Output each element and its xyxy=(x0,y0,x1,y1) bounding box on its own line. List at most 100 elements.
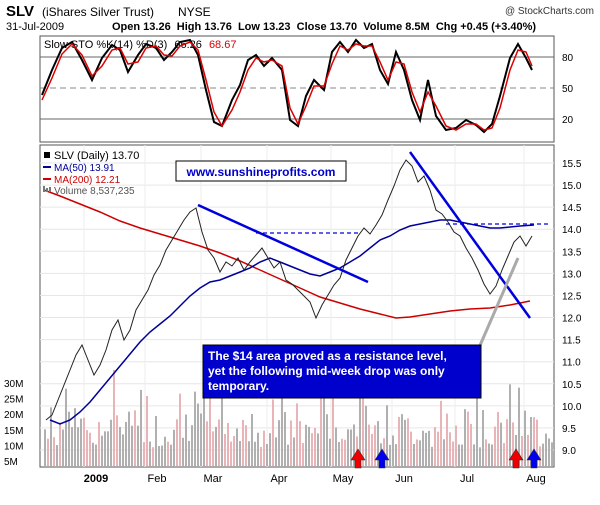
volume-bar xyxy=(56,445,58,466)
volume-bar xyxy=(155,415,157,466)
annotation-line: temporary. xyxy=(208,379,269,393)
volume-bar xyxy=(551,442,553,466)
volume-bar xyxy=(332,390,334,466)
volume-bar xyxy=(134,410,136,466)
price-panel: 15.5 15.0 14.5 14.0 13.5 13.0 12.5 12.0 11.5 11.0… xyxy=(4,144,582,485)
volume-bar xyxy=(110,419,112,466)
volume-bar xyxy=(473,444,475,466)
annotation-line: The $14 area proved as a resistance leve… xyxy=(208,349,447,363)
volume-bar xyxy=(512,422,514,466)
ma200-line xyxy=(43,189,531,319)
volume-bar xyxy=(176,419,178,466)
month-label: Aug xyxy=(526,473,546,485)
volume-bar xyxy=(113,369,115,466)
volume-bar xyxy=(374,425,376,466)
volume-bar xyxy=(197,403,199,466)
legend-slv: SLV (Daily) 13.70 xyxy=(54,150,139,162)
volume-bar xyxy=(104,431,106,466)
stoch-d-value: 68.67 xyxy=(209,39,237,51)
bars-icon xyxy=(49,187,51,192)
volume-bar xyxy=(464,409,466,466)
volume-bar xyxy=(362,370,364,466)
volume-bar xyxy=(416,439,418,466)
legend-ma50: MA(50) 13.91 xyxy=(54,163,115,174)
volume-bar xyxy=(425,432,427,466)
volume-bar xyxy=(431,446,433,466)
volume-bar xyxy=(302,442,304,466)
price-tick-label: 13.5 xyxy=(562,247,582,258)
volume-bar xyxy=(548,438,550,466)
up-arrow-icon xyxy=(508,448,524,469)
volume-tick-label: 5M xyxy=(4,457,18,468)
volume-bar xyxy=(158,446,160,466)
volume-bar xyxy=(140,389,142,466)
volume-bar xyxy=(98,422,100,466)
copyright-label: @ StockCharts.com xyxy=(505,6,594,17)
stoch-d-line xyxy=(41,41,533,131)
volume-bar xyxy=(359,386,361,466)
volume-bar xyxy=(284,412,286,466)
volume-bar xyxy=(440,400,442,466)
volume-bar xyxy=(74,408,76,466)
volume-bar xyxy=(434,427,436,466)
trendline-feb-may xyxy=(197,203,369,284)
annotation-box xyxy=(202,344,482,399)
volume-bar xyxy=(335,427,337,466)
volume-bar xyxy=(545,433,547,466)
price-tick-label: 11.0 xyxy=(562,358,581,369)
volume-bar xyxy=(470,423,472,466)
bars-icon xyxy=(43,186,45,192)
volume-bar xyxy=(344,439,346,466)
annotation-pointer xyxy=(476,257,520,351)
volume-bar xyxy=(317,433,319,466)
volume-bar xyxy=(311,433,313,466)
volume-bar xyxy=(191,425,193,466)
watermark-box xyxy=(175,160,347,182)
volume-bar xyxy=(254,441,256,466)
price-tick-label: 9.5 xyxy=(562,424,576,435)
stoch-tick-80: 80 xyxy=(562,53,574,64)
month-label: Apr xyxy=(270,473,287,485)
volume-bar xyxy=(497,411,499,466)
volume-bar xyxy=(128,411,130,466)
volume-bar xyxy=(215,426,217,466)
volume-bar xyxy=(167,441,169,466)
month-label: Feb xyxy=(148,473,167,485)
price-tick-label: 11.5 xyxy=(562,336,581,347)
volume-bar xyxy=(287,444,289,466)
volume-bar xyxy=(143,442,145,466)
exchange-label: NYSE xyxy=(178,5,211,19)
security-name: (iShares Silver Trust) xyxy=(42,5,154,19)
volume-bar xyxy=(368,424,370,466)
volume-bar xyxy=(77,427,79,466)
volume-bar xyxy=(326,414,328,466)
ohlc-label: Open 13.26 High 13.76 Low 13.23 Close 13… xyxy=(112,21,536,33)
price-tick-label: 10.5 xyxy=(562,380,582,391)
volume-bar xyxy=(71,427,73,466)
volume-bar xyxy=(119,426,121,466)
price-tick-label: 14.5 xyxy=(562,203,582,214)
volume-bar xyxy=(137,425,139,466)
price-legend: SLV (Daily) 13.70 MA(50) 13.91 MA(200) 1… xyxy=(43,150,139,197)
volume-bar xyxy=(536,419,538,466)
volume-bar xyxy=(260,446,262,466)
volume-bar xyxy=(419,440,421,466)
volume-bar xyxy=(248,441,250,466)
volume-bar xyxy=(446,413,448,466)
volume-bar xyxy=(341,438,343,466)
month-label: Jun xyxy=(395,473,413,485)
volume-bar xyxy=(500,422,502,466)
up-arrow-icon xyxy=(526,448,542,469)
volume-bar xyxy=(479,447,481,466)
volume-bar xyxy=(266,444,268,466)
volume-bar xyxy=(443,439,445,466)
volume-bar xyxy=(392,435,394,466)
volume-bar xyxy=(245,425,247,466)
volume-bar xyxy=(539,446,541,466)
volume-bar xyxy=(227,422,229,466)
price-tick-label: 15.5 xyxy=(562,159,582,170)
volume-bar xyxy=(509,384,511,466)
annotation-line: yet the following mid-week drop was only xyxy=(208,364,445,378)
price-tick-label: 14.0 xyxy=(562,225,582,236)
volume-bar xyxy=(437,431,439,466)
